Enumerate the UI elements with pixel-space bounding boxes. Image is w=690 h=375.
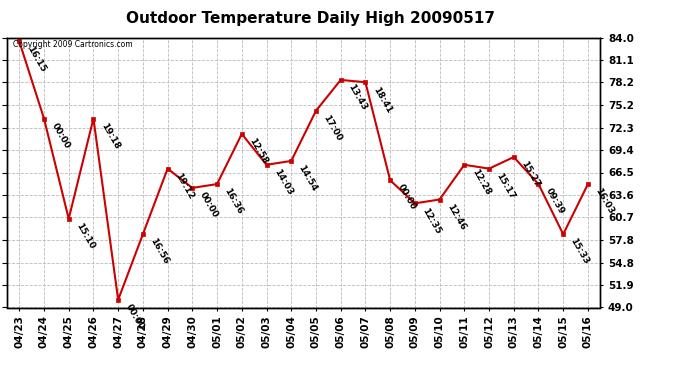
Text: 15:10: 15:10	[75, 222, 97, 251]
Text: Copyright 2009 Cartronics.com: Copyright 2009 Cartronics.com	[13, 40, 132, 49]
Text: 16:56: 16:56	[148, 237, 170, 266]
Text: 16:15: 16:15	[25, 44, 47, 74]
Text: 16:36: 16:36	[223, 187, 245, 216]
Text: 09:39: 09:39	[544, 187, 566, 216]
Text: 15:27: 15:27	[520, 160, 542, 189]
Text: 17:00: 17:00	[322, 114, 344, 143]
Text: 19:12: 19:12	[173, 171, 195, 201]
Text: 14:54: 14:54	[297, 164, 319, 193]
Text: 12:46: 12:46	[445, 202, 467, 232]
Text: 18:41: 18:41	[371, 85, 393, 114]
Text: 00:00: 00:00	[198, 191, 219, 220]
Text: 00:00: 00:00	[395, 183, 417, 212]
Text: 19:18: 19:18	[99, 121, 121, 151]
Text: 16:03: 16:03	[593, 187, 615, 216]
Text: 00:00: 00:00	[50, 121, 71, 150]
Text: 15:17: 15:17	[495, 171, 517, 201]
Text: 15:33: 15:33	[569, 237, 591, 266]
Text: 13:43: 13:43	[346, 83, 368, 112]
Text: 00:00: 00:00	[124, 303, 146, 332]
Text: 12:28: 12:28	[470, 168, 492, 197]
Text: 12:58: 12:58	[247, 137, 270, 166]
Text: 12:35: 12:35	[420, 206, 442, 236]
Text: 14:03: 14:03	[272, 168, 294, 197]
Text: Outdoor Temperature Daily High 20090517: Outdoor Temperature Daily High 20090517	[126, 11, 495, 26]
